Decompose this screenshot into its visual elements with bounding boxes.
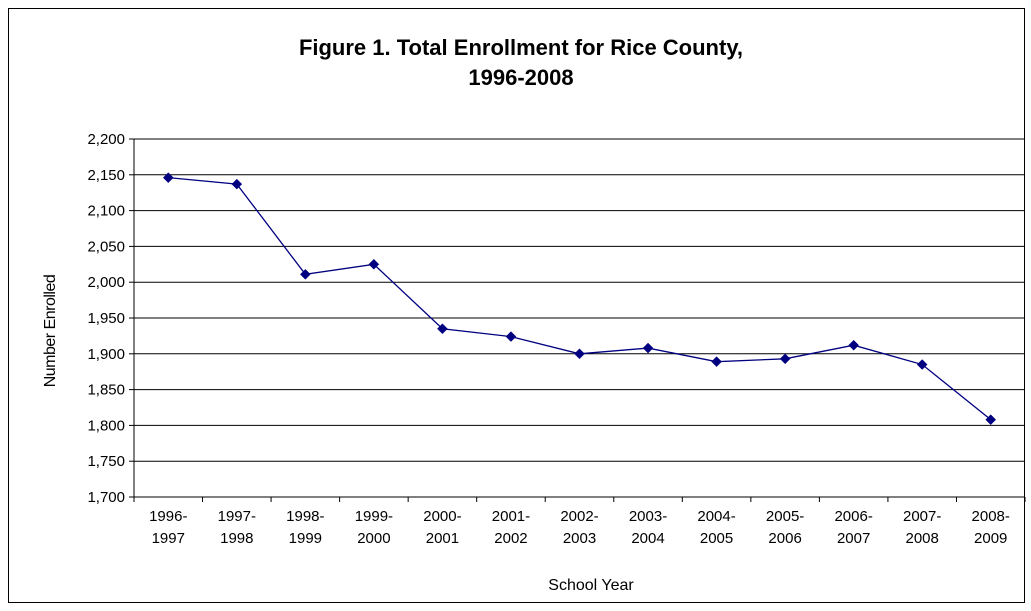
x-tick-label-10-1: 2007	[837, 530, 870, 547]
y-tick-label-2000: 2,000	[87, 274, 125, 291]
x-tick-label-0-0: 1996-	[149, 508, 187, 525]
data-point-6	[574, 348, 585, 360]
x-tick-label-10-0: 2006-	[834, 508, 872, 525]
x-tick-label-1-0: 1997-	[218, 508, 256, 525]
data-point-4	[437, 323, 448, 335]
x-tick-label-9-1: 2006	[768, 530, 801, 547]
x-tick-label-5-1: 2002	[494, 530, 527, 547]
y-tick-label-1800: 1,800	[87, 417, 125, 434]
series-line-0	[168, 177, 992, 421]
gridlines	[134, 138, 1025, 462]
data-point-12	[985, 414, 997, 426]
data-point-11	[916, 359, 928, 370]
x-tick-label-8-1: 2005	[700, 530, 733, 547]
x-tick-label-12-0: 2008-	[972, 508, 1010, 525]
data-point-2	[299, 268, 311, 280]
x-tick-label-2-0: 1998-	[286, 508, 324, 525]
x-tick-label-3-1: 2000	[357, 530, 390, 547]
y-tick-label-1950: 1,950	[87, 310, 125, 327]
y-tick-label-1750: 1,750	[87, 453, 125, 470]
x-tick-label-6-1: 2003	[563, 530, 596, 547]
y-tick-labels: 1,700 1,750 1,800 1,850 1,900 1,950 2,000 2,050…	[87, 131, 125, 506]
data-point-7	[642, 342, 654, 354]
chart-frame: Figure 1. Total Enrollment for Rice Coun…	[8, 8, 1026, 603]
chart-title-line-2: 1996-2008	[468, 65, 573, 90]
y-tick-label-1850: 1,850	[87, 382, 125, 399]
x-tick-label-4-0: 2000-	[423, 508, 461, 525]
series-enrollment	[162, 172, 997, 426]
y-axis-title: Number Enrolled	[42, 275, 59, 388]
x-axis-title: School Year	[548, 577, 634, 594]
data-point-3	[368, 258, 380, 270]
x-tick-label-2-1: 1999	[289, 530, 322, 547]
x-tick-label-12-1: 2009	[974, 530, 1007, 547]
data-point-5	[505, 331, 517, 342]
data-point-9	[779, 353, 791, 365]
x-tick-label-3-0: 1999-	[355, 508, 393, 525]
y-tick-label-1900: 1,900	[87, 346, 125, 363]
data-point-1	[231, 178, 243, 190]
axes	[129, 138, 1026, 502]
x-tick-label-4-1: 2001	[426, 530, 459, 547]
x-tick-labels: 1996- 1997 1997- 1998 1998- 1999 1999- 2000 2000…	[149, 508, 1010, 547]
x-tick-label-7-0: 2003-	[629, 508, 667, 525]
data-point-0	[162, 172, 174, 184]
data-point-10	[848, 339, 860, 351]
x-tick-label-11-1: 2008	[906, 530, 939, 547]
chart-title-line-1: Figure 1. Total Enrollment for Rice Coun…	[299, 35, 743, 60]
y-tick-label-2200: 2,200	[87, 131, 125, 148]
x-tick-label-8-0: 2004-	[697, 508, 735, 525]
x-tick-label-1-1: 1998	[220, 530, 253, 547]
y-tick-label-2150: 2,150	[87, 167, 125, 184]
x-tick-label-6-0: 2002-	[560, 508, 598, 525]
data-point-8	[711, 356, 722, 368]
x-tick-label-9-0: 2005-	[766, 508, 804, 525]
enrollment-line-chart: Figure 1. Total Enrollment for Rice Coun…	[42, 35, 1026, 594]
x-tick-label-0-1: 1997	[152, 530, 185, 547]
x-tick-label-11-0: 2007-	[903, 508, 941, 525]
y-tick-label-2100: 2,100	[87, 203, 125, 220]
y-tick-label-1700: 1,700	[87, 489, 125, 506]
x-tick-label-5-0: 2001-	[492, 508, 530, 525]
x-tick-label-7-1: 2004	[631, 530, 664, 547]
y-tick-label-2050: 2,050	[87, 238, 125, 255]
